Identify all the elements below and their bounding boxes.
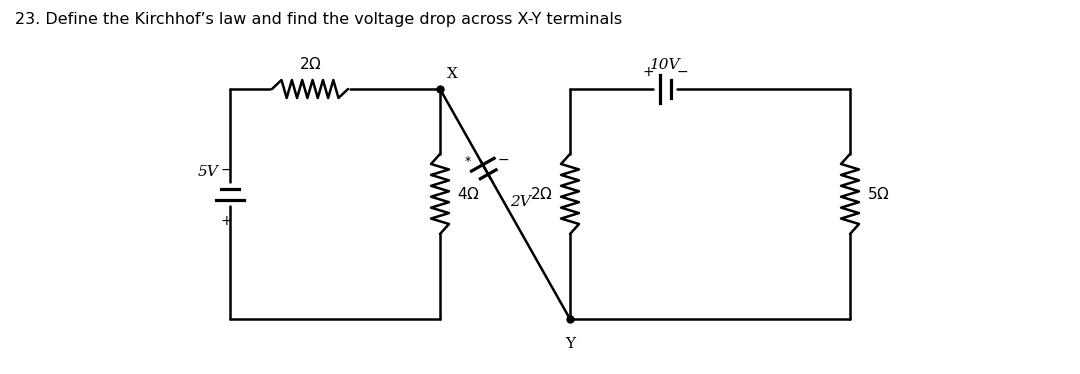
Text: 23. Define the Kirchhof’s law and find the voltage drop across X-Y terminals: 23. Define the Kirchhof’s law and find t…: [15, 12, 622, 27]
Text: $2\Omega$: $2\Omega$: [298, 56, 322, 72]
Text: 2V: 2V: [510, 194, 531, 208]
Text: −: −: [220, 163, 232, 177]
Text: $4\Omega$: $4\Omega$: [457, 186, 480, 202]
Text: 5V: 5V: [198, 165, 218, 179]
Text: $2\Omega$: $2\Omega$: [530, 186, 553, 202]
Text: +: +: [643, 65, 653, 79]
Text: *: *: [464, 155, 471, 168]
Text: X: X: [447, 67, 458, 81]
Text: −: −: [676, 65, 688, 79]
Text: +: +: [220, 214, 232, 228]
Text: −: −: [498, 153, 510, 166]
Text: Y: Y: [565, 337, 575, 351]
Text: $5\Omega$: $5\Omega$: [867, 186, 890, 202]
Text: 10V: 10V: [650, 58, 680, 72]
